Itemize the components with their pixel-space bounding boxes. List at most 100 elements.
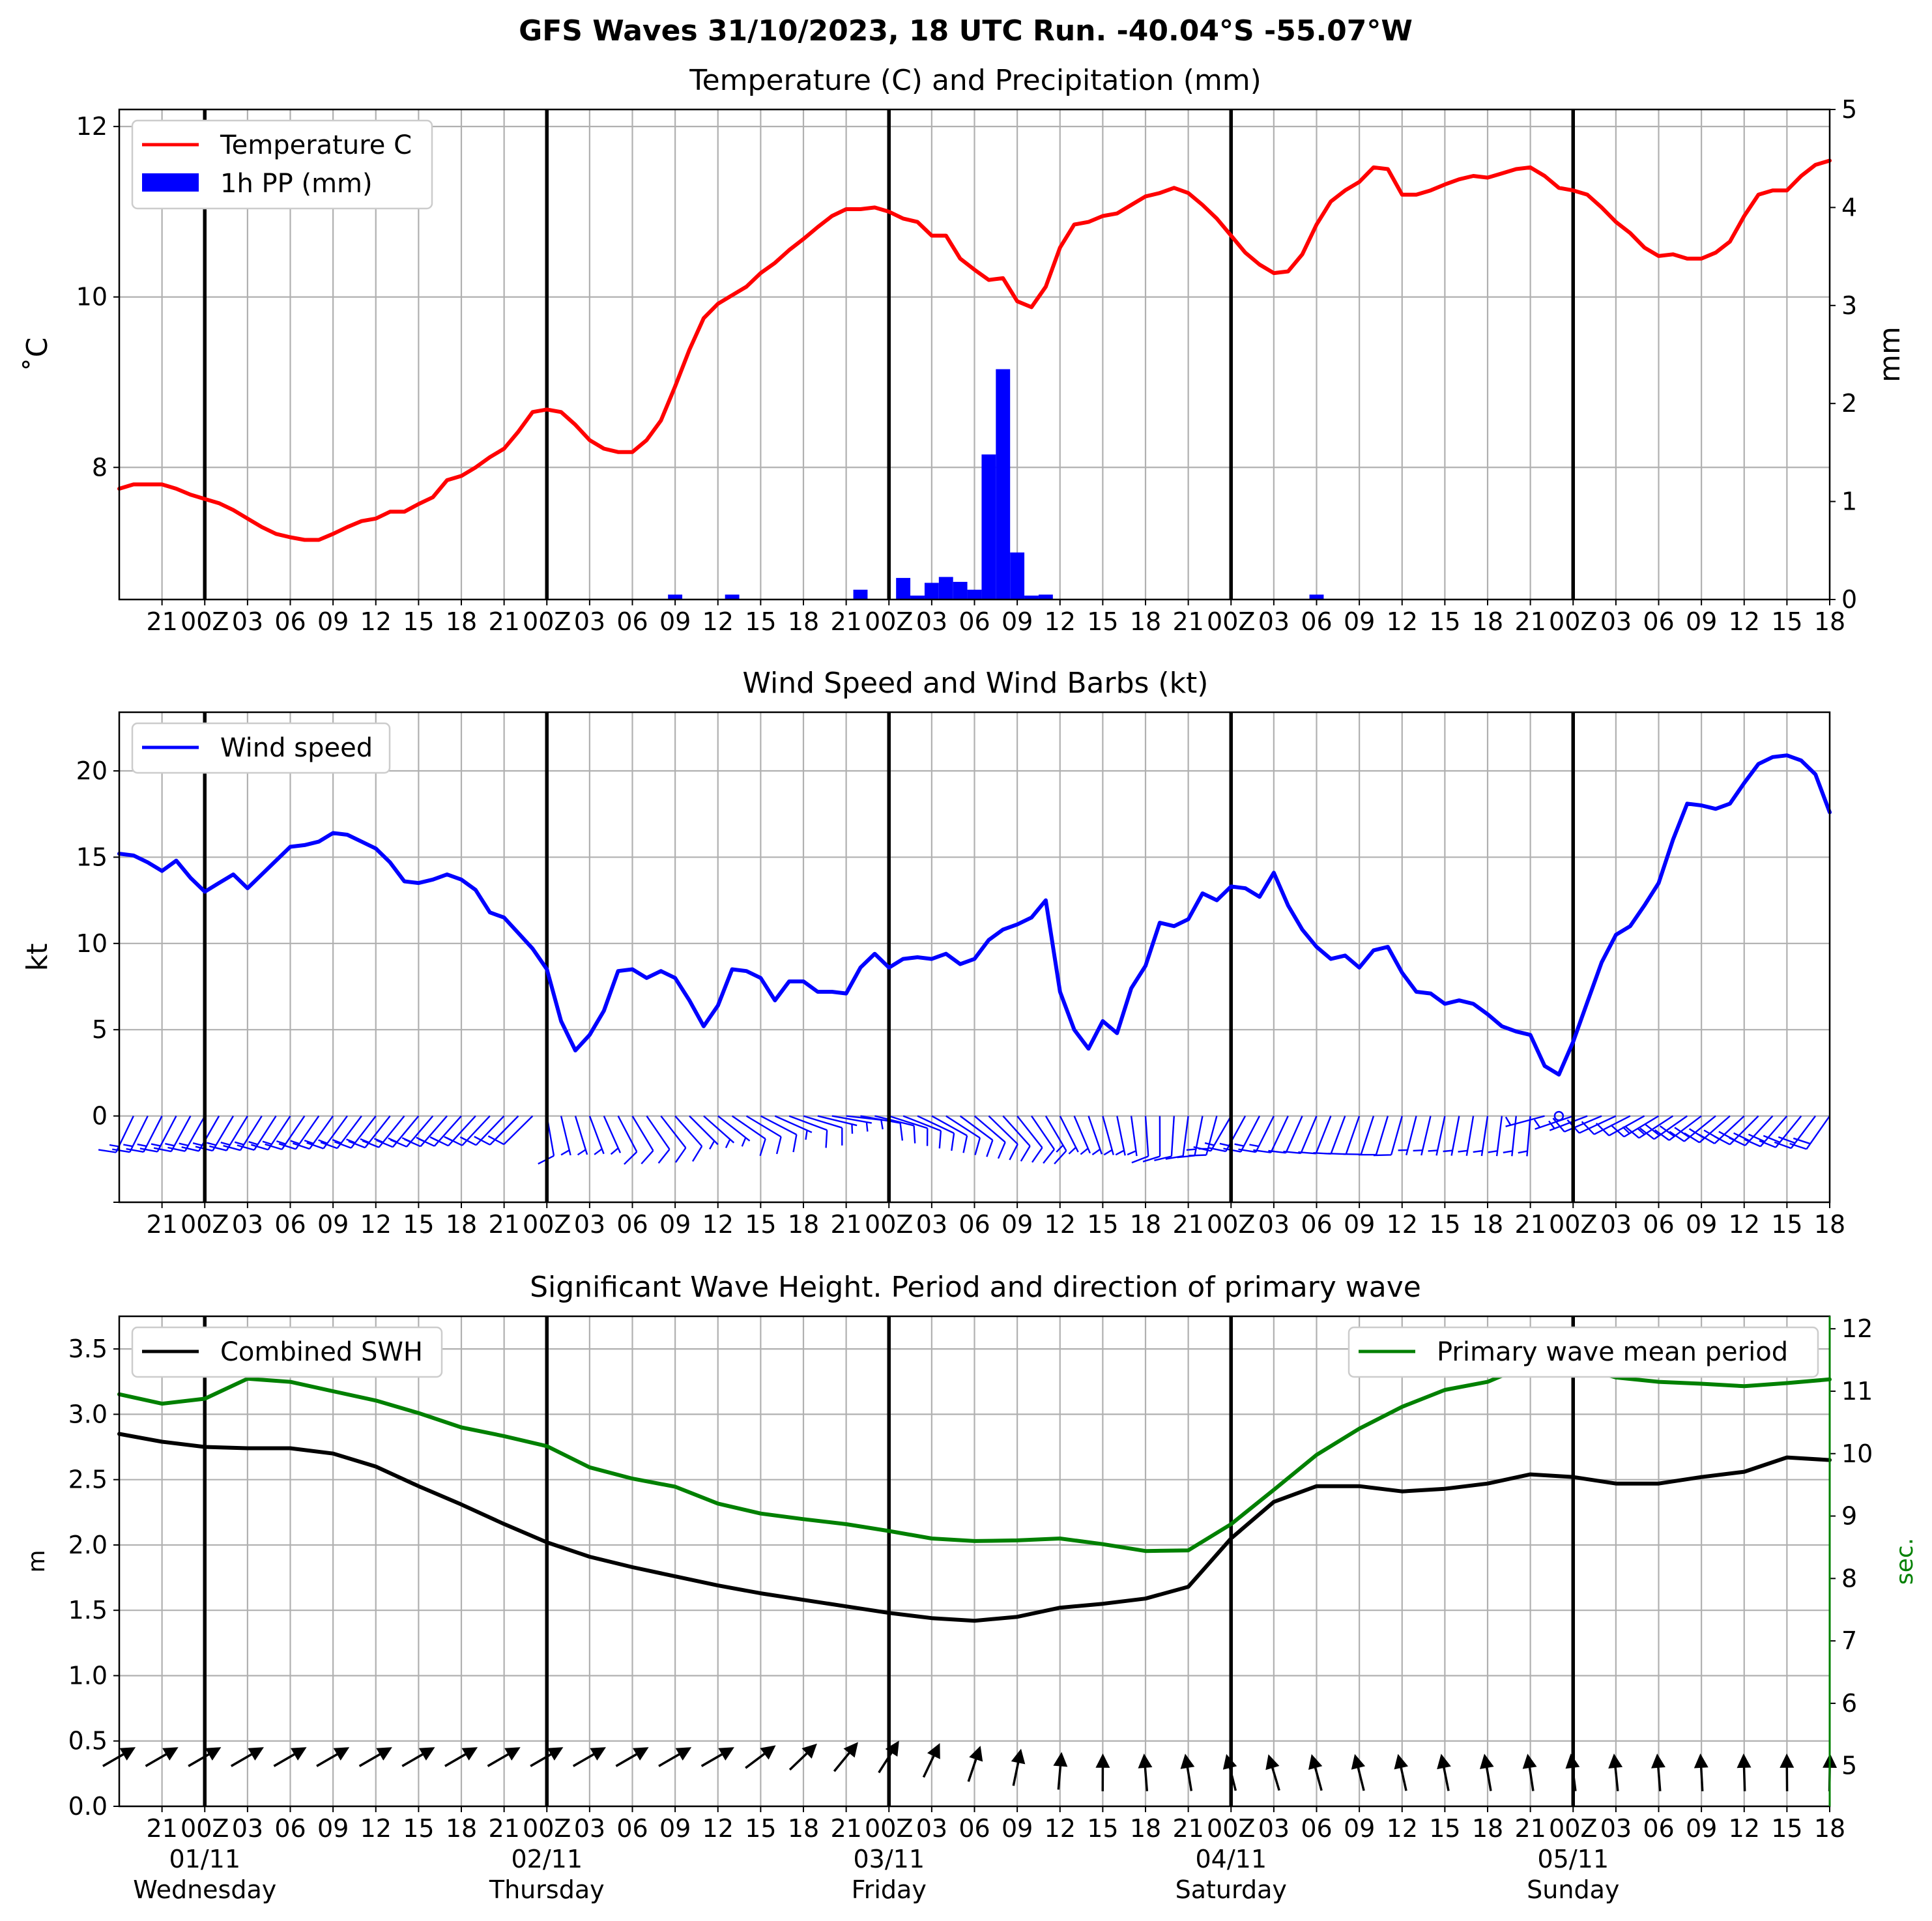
x-tick-label: 12 [702,1814,734,1843]
weekday-label: Sunday [1527,1875,1619,1904]
wind-barb [988,1115,1018,1161]
x-tick-label: 03 [1600,1814,1632,1843]
precip-bar [953,581,968,599]
x-tick-label: 21 [1172,607,1204,636]
y-tick-label: 5 [92,1015,108,1044]
wave-direction-arrow [1394,1754,1408,1770]
wave-direction-shaft [833,1750,852,1772]
wind-barb [1759,1115,1802,1148]
wind-barb [487,1115,534,1146]
y-tick-label: 2.0 [68,1531,108,1559]
x-tick-label: 15 [1429,607,1460,636]
y-tick-label-right: 1 [1841,487,1857,516]
y-tick-label-right: 0 [1841,585,1857,614]
period-legend: Primary wave mean period [1348,1326,1819,1378]
wave-lines [117,1316,1832,1806]
x-tick-label: 15 [403,1814,434,1843]
precip-legend-swatch [142,173,199,192]
precip-bar [1010,552,1025,599]
wave-direction-arrow [461,1747,478,1761]
x-tick-label: 00Z [523,607,571,636]
wave-direction-arrow [1011,1748,1026,1765]
y-tick-label-right: 11 [1841,1377,1873,1406]
x-tick-label: 03 [1600,607,1632,636]
precip-bar [1038,594,1053,599]
x-tick-label: 18 [446,1210,477,1239]
wind-barb [348,1115,391,1149]
y-tick-label: 1.0 [68,1661,108,1690]
wind-barb [1552,1115,1602,1133]
x-tick-label: 15 [1771,607,1802,636]
precip-bar [853,589,868,599]
wind-barb [1283,1116,1318,1154]
x-tick-label: 12 [1045,1814,1076,1843]
x-tick-label: 21 [830,1210,861,1239]
x-tick-label: 18 [1130,1814,1161,1843]
x-tick-label: 00Z [1207,1814,1255,1843]
wind-barb [112,1116,149,1153]
x-tick-label: 21 [830,1814,861,1843]
wave-direction-shaft [1144,1765,1149,1791]
wave-grid [119,1316,1830,1808]
wave-direction-arrow [633,1747,649,1761]
y-tick-label: 0.0 [68,1792,108,1821]
wave-direction-arrow [760,1745,776,1760]
wind-panel: Wind Speed and Wind Barbs (kt) 05101520 … [21,667,1845,1239]
swh-legend-box [131,1326,443,1378]
wind-barb [237,1115,277,1151]
wind-barb [209,1115,248,1151]
wind-y-ticks: 0 5 10 15 20 [76,757,119,1203]
wave-direction-arrows [102,1740,1838,1791]
precip-bar [896,577,911,599]
x-tick-label: 12 [360,607,392,636]
x-tick-label: 06 [959,1814,990,1843]
swh-legend-label: Combined SWH [220,1337,423,1367]
x-tick-label: 03 [916,1210,947,1239]
wind-legend-box [131,722,391,774]
x-tick-label: 06 [274,1814,306,1843]
wind-barb [874,1115,916,1144]
x-tick-label: 09 [317,1814,349,1843]
x-tick-label: 03 [1258,607,1290,636]
wave-direction-arrow [376,1747,392,1761]
precip-legend-label: 1h PP (mm) [220,169,373,199]
x-tick-label: 03 [232,1210,263,1239]
y-tick-label-right: 8 [1841,1564,1857,1593]
x-tick-label: 03 [574,607,605,636]
x-tick-label: 03 [916,1814,947,1843]
x-tick-label: 15 [745,607,776,636]
wind-barb [817,1115,858,1134]
wave-direction-shaft [1699,1765,1704,1791]
wave-direction-shaft [1186,1765,1193,1791]
x-tick-label: 18 [788,607,819,636]
date-label: 02/11 [511,1845,583,1873]
wind-barb [560,1116,571,1156]
wave-direction-arrow [1694,1753,1709,1769]
y-tick-label-right: 4 [1841,193,1857,222]
wave-direction-arrow [1608,1754,1623,1769]
wind-barb [774,1115,813,1140]
wind-barb [1518,1116,1531,1157]
x-tick-label: 12 [1729,1814,1760,1843]
wind-barb [1165,1116,1189,1160]
wind-speed-line [117,753,1832,1077]
wind-barb [689,1115,719,1150]
wave-direction-arrow [1737,1753,1752,1769]
y-tick-label-right: 2 [1841,389,1857,418]
y-tick-label-right: 5 [1841,1752,1857,1780]
y-tick-label: 12 [76,112,108,141]
wave-direction-shaft [1399,1765,1407,1791]
wind-barb [1208,1116,1247,1153]
wind-barb [745,1115,782,1155]
wave-direction-shaft [615,1752,639,1767]
wind-barb [588,1116,605,1155]
x-tick-label: 00Z [865,1210,913,1239]
wave-direction-shaft [1313,1765,1323,1791]
wave-direction-shaft [530,1752,554,1767]
wave-direction-shaft [358,1752,383,1767]
wind-barb [945,1115,981,1155]
temp-y-label: ˚C [21,338,54,372]
x-tick-label: 15 [1771,1814,1802,1843]
swh-y-ticks: 0.0 0.5 1.0 1.5 2.0 2.5 3.0 3.5 [68,1335,119,1821]
